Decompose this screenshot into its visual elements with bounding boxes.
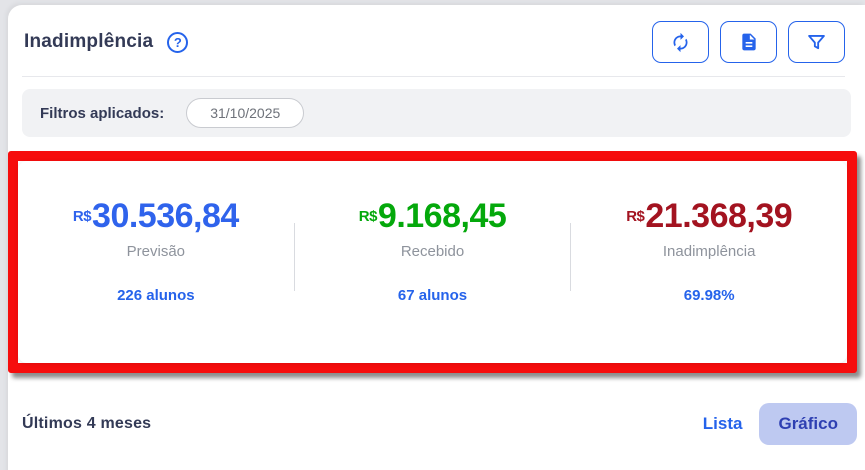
forecast-value: 30.536,84	[92, 197, 239, 235]
applied-filters-label: Filtros aplicados:	[40, 104, 165, 122]
currency-prefix: R$	[72, 208, 92, 225]
stat-overdue: R$ 21.368,39 Inadimplência 69.98%	[571, 161, 847, 363]
applied-filters-bar: Filtros aplicados: 31/10/2025	[22, 89, 851, 137]
circle-question-icon[interactable]: ?	[167, 31, 189, 53]
forecast-label: Previsão	[126, 243, 186, 260]
filter-button[interactable]	[788, 21, 845, 63]
refresh-button[interactable]	[652, 21, 709, 63]
widget-footer: Últimos 4 meses Lista Gráfico	[22, 401, 857, 446]
overdue-value: 21.368,39	[645, 197, 793, 235]
forecast-students-count: 226 alunos	[117, 287, 195, 304]
tab-lista[interactable]: Lista	[702, 413, 743, 433]
stat-received: R$ 9.168,45 Recebido 67 alunos	[295, 161, 571, 363]
widget-card: Inadimplência ?	[8, 5, 865, 470]
forecast-amount: R$ 30.536,84	[73, 197, 239, 236]
report-button[interactable]	[720, 21, 777, 63]
tab-grafico[interactable]: Gráfico	[759, 402, 857, 445]
currency-prefix: R$	[626, 208, 645, 225]
overdue-percentage: 69.98%	[683, 287, 735, 304]
date-filter-chip[interactable]: 31/10/2025	[186, 98, 305, 128]
highlight-annotation-box: R$ 30.536,84 Previsão 226 alunos R$ 9.16…	[8, 151, 857, 373]
stats-row: R$ 30.536,84 Previsão 226 alunos R$ 9.16…	[18, 161, 847, 363]
header-divider	[22, 76, 845, 77]
document-icon	[739, 32, 759, 52]
sync-arrows-icon	[670, 32, 691, 53]
received-students-count: 67 alunos	[397, 287, 468, 304]
received-label: Recebido	[400, 243, 465, 260]
stat-forecast: R$ 30.536,84 Previsão 226 alunos	[18, 161, 294, 363]
funnel-icon	[806, 32, 827, 53]
page-title: Inadimplência	[24, 31, 154, 52]
period-label: Últimos 4 meses	[22, 414, 152, 432]
overdue-label: Inadimplência	[662, 243, 756, 260]
header-toolbar	[652, 21, 845, 63]
view-toggle: Lista Gráfico	[702, 402, 857, 445]
overdue-amount: R$ 21.368,39	[626, 197, 792, 236]
stats-divider	[570, 223, 572, 291]
received-value: 9.168,45	[377, 197, 507, 235]
widget-header: Inadimplência ?	[8, 21, 865, 63]
received-amount: R$ 9.168,45	[359, 197, 507, 236]
currency-prefix: R$	[358, 208, 378, 225]
stats-divider	[293, 223, 295, 291]
